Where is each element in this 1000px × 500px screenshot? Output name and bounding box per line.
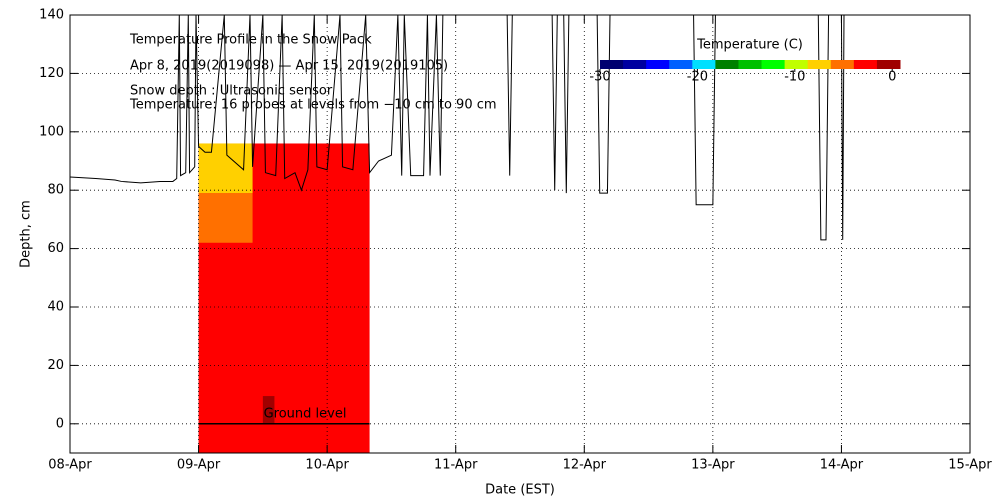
colorbar-swatch xyxy=(853,60,878,69)
x-tick-label: 11-Apr xyxy=(434,458,478,473)
colorbar-title: Temperature (C) xyxy=(696,38,803,53)
x-tick-label: 08-Apr xyxy=(48,458,92,473)
y-axis-label: Depth, cm xyxy=(19,200,34,268)
annotation: Temperature: 16 probes at levels from −1… xyxy=(129,98,497,113)
colorbar-swatch xyxy=(646,60,670,69)
y-tick-label: 40 xyxy=(47,300,64,315)
colorbar-swatch xyxy=(830,60,855,69)
colorbar-tick-label: 0 xyxy=(888,70,896,85)
y-tick-label: 140 xyxy=(39,8,64,23)
axes-frame xyxy=(69,14,971,454)
colorbar-swatch xyxy=(669,60,693,69)
plot-area: Ground level xyxy=(70,15,970,453)
temperature-cell xyxy=(262,396,275,424)
subtitle: Apr 8, 2019(2019098) — Apr 15, 2019(2019… xyxy=(130,59,448,74)
colorbar-swatch xyxy=(600,60,624,69)
x-tick-label: 10-Apr xyxy=(305,458,349,473)
x-tick-label: 12-Apr xyxy=(563,458,607,473)
colorbar-swatch xyxy=(761,60,786,69)
colorbar-swatch xyxy=(715,60,739,69)
colorbar-tick-label: -30 xyxy=(589,70,610,85)
y-tick-label: 100 xyxy=(39,124,64,139)
y-tick-label: 0 xyxy=(56,416,64,431)
colorbar-tick-label: -10 xyxy=(784,70,805,85)
chart-title: Temperature Profile in the Snow Pack xyxy=(129,33,372,48)
colorbar-swatch xyxy=(623,60,647,69)
colorbar-tick-label: -20 xyxy=(687,70,708,85)
colorbar-swatch xyxy=(738,60,763,69)
x-tick-label: 13-Apr xyxy=(691,458,735,473)
x-tick-label: 15-Apr xyxy=(948,458,992,473)
snow-depth-line xyxy=(70,15,970,241)
y-tick-label: 80 xyxy=(47,183,64,198)
y-tick-label: 20 xyxy=(47,358,64,373)
ground-label: Ground level xyxy=(264,406,347,421)
colorbar-swatch xyxy=(784,60,809,69)
colorbar-swatch xyxy=(807,60,832,69)
annotation: Snow depth : Ultrasonic sensor xyxy=(130,84,333,99)
x-axis-label: Date (EST) xyxy=(485,483,555,498)
colorbar-swatch xyxy=(692,60,716,69)
y-tick-label: 120 xyxy=(39,66,64,81)
y-tick-label: 60 xyxy=(47,241,64,256)
temperature-cell xyxy=(198,193,253,243)
x-tick-label: 09-Apr xyxy=(177,458,221,473)
colorbar-swatch xyxy=(876,60,901,69)
x-tick-label: 14-Apr xyxy=(820,458,864,473)
